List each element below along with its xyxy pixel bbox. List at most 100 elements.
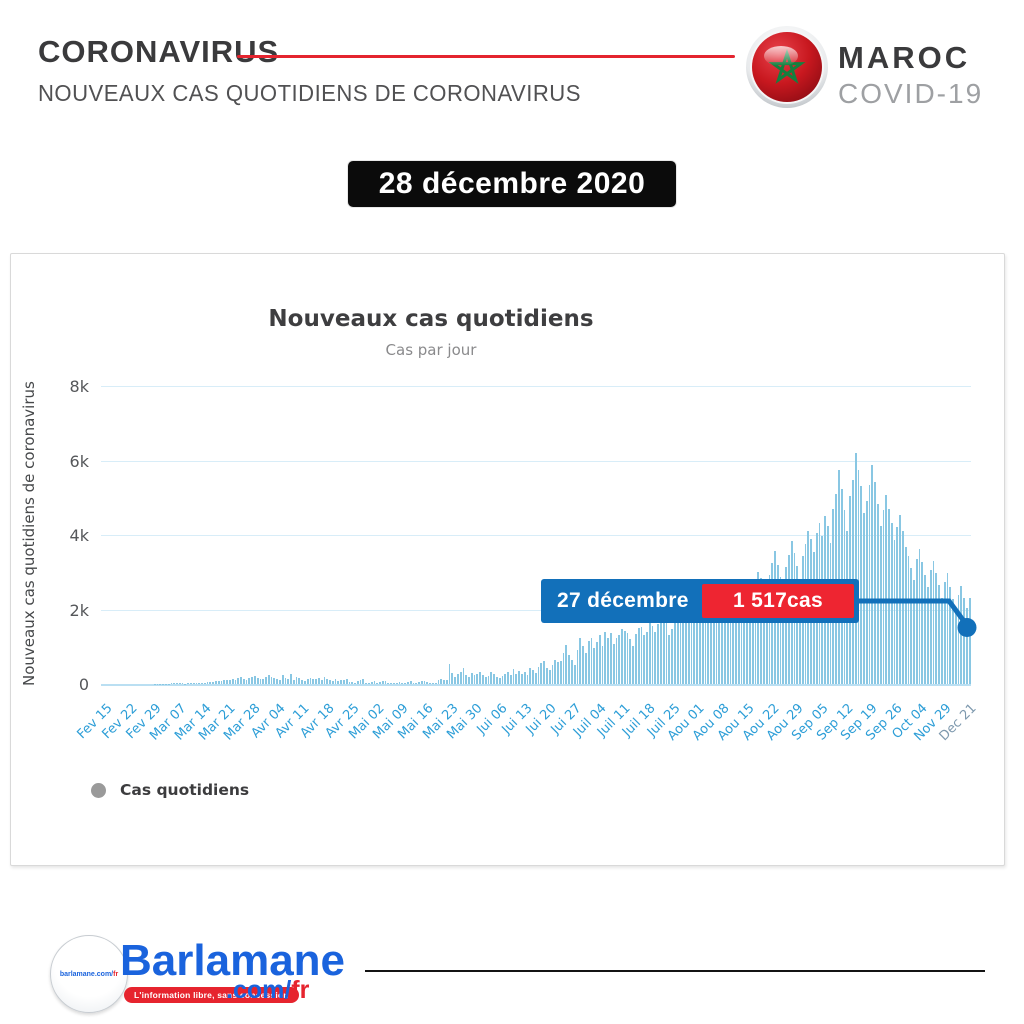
bar <box>418 681 420 684</box>
chart-panel: Nouveaux cas quotidiens Cas par jour Nou… <box>10 253 1005 866</box>
bar <box>429 682 431 684</box>
bar <box>423 680 426 684</box>
gridline <box>101 460 971 462</box>
bar <box>557 662 559 684</box>
bar <box>707 589 710 684</box>
bar <box>629 638 632 684</box>
bar <box>279 679 281 684</box>
bar <box>857 470 860 684</box>
bar <box>612 644 615 684</box>
bar <box>915 559 918 684</box>
bar <box>529 668 532 684</box>
bar <box>896 527 899 684</box>
bar <box>376 682 379 684</box>
bar <box>579 637 582 684</box>
bar <box>426 681 429 684</box>
gridline <box>101 609 971 611</box>
bar <box>234 680 237 684</box>
bar <box>326 679 329 684</box>
bar <box>932 560 935 684</box>
bar <box>198 683 201 684</box>
bar <box>698 603 701 684</box>
bar <box>757 571 760 684</box>
bar <box>765 602 768 684</box>
bar <box>648 623 651 684</box>
bar <box>290 673 292 684</box>
bar <box>253 676 256 684</box>
bar <box>762 588 765 684</box>
bar <box>904 546 907 684</box>
bar <box>943 581 946 684</box>
bar <box>170 683 173 684</box>
bar <box>342 679 345 684</box>
bar <box>682 611 685 684</box>
bar <box>785 567 787 684</box>
bar <box>306 678 309 684</box>
bar <box>381 681 384 684</box>
bar <box>868 485 871 684</box>
bar <box>543 661 545 684</box>
bar <box>696 594 698 684</box>
barlamane-brand[interactable]: Barlamane <box>120 936 346 985</box>
bar <box>373 680 376 684</box>
bar <box>273 678 276 684</box>
bar <box>676 595 679 684</box>
bar <box>387 682 390 684</box>
logo-badge-text: barlamane.com/fr <box>59 970 119 978</box>
bar <box>587 641 590 684</box>
tooltip-value-badge: 1 517cas <box>702 584 854 618</box>
bar <box>929 570 932 684</box>
bar <box>927 587 929 684</box>
bar <box>431 682 434 684</box>
bar <box>660 613 662 684</box>
bar <box>370 682 373 684</box>
bar <box>203 682 206 684</box>
bar <box>329 679 331 684</box>
bar <box>187 683 189 684</box>
bar <box>270 676 273 684</box>
bar <box>248 677 251 684</box>
bar <box>963 597 965 684</box>
footer-rule <box>365 970 985 972</box>
bar <box>749 593 751 684</box>
bar <box>515 674 518 684</box>
bar <box>690 591 693 684</box>
bar <box>448 663 451 684</box>
bar <box>437 679 440 684</box>
bar <box>546 668 548 684</box>
bar <box>635 634 637 684</box>
bar <box>938 585 940 684</box>
bar <box>507 672 509 684</box>
bar <box>523 672 526 684</box>
date-badge-text: 28 décembre 2020 <box>378 167 646 200</box>
bar <box>501 675 504 684</box>
bar <box>537 666 540 684</box>
bar <box>735 603 737 684</box>
footer-tagline: L'information libre, sans concession <box>124 987 299 1003</box>
bar <box>217 680 220 684</box>
bar <box>554 660 557 684</box>
bar <box>737 600 740 684</box>
bar <box>609 633 612 684</box>
bar <box>946 573 949 684</box>
bar <box>265 677 267 684</box>
bar <box>231 678 234 684</box>
bar <box>292 679 295 684</box>
bar <box>454 676 456 684</box>
title-accent-rule <box>237 55 735 58</box>
bar <box>256 678 259 684</box>
bar <box>646 631 648 684</box>
bar <box>732 613 735 684</box>
bar <box>910 567 913 684</box>
bar <box>384 680 387 684</box>
bar <box>623 631 626 684</box>
barlamane-logo-badge[interactable]: barlamane.com/fr <box>50 935 128 1013</box>
bar <box>493 673 495 684</box>
bar <box>643 635 646 684</box>
bar <box>393 683 395 684</box>
bar <box>337 681 340 684</box>
bar <box>262 679 265 684</box>
bar <box>309 678 312 684</box>
bar <box>893 539 896 684</box>
bar <box>390 683 393 684</box>
